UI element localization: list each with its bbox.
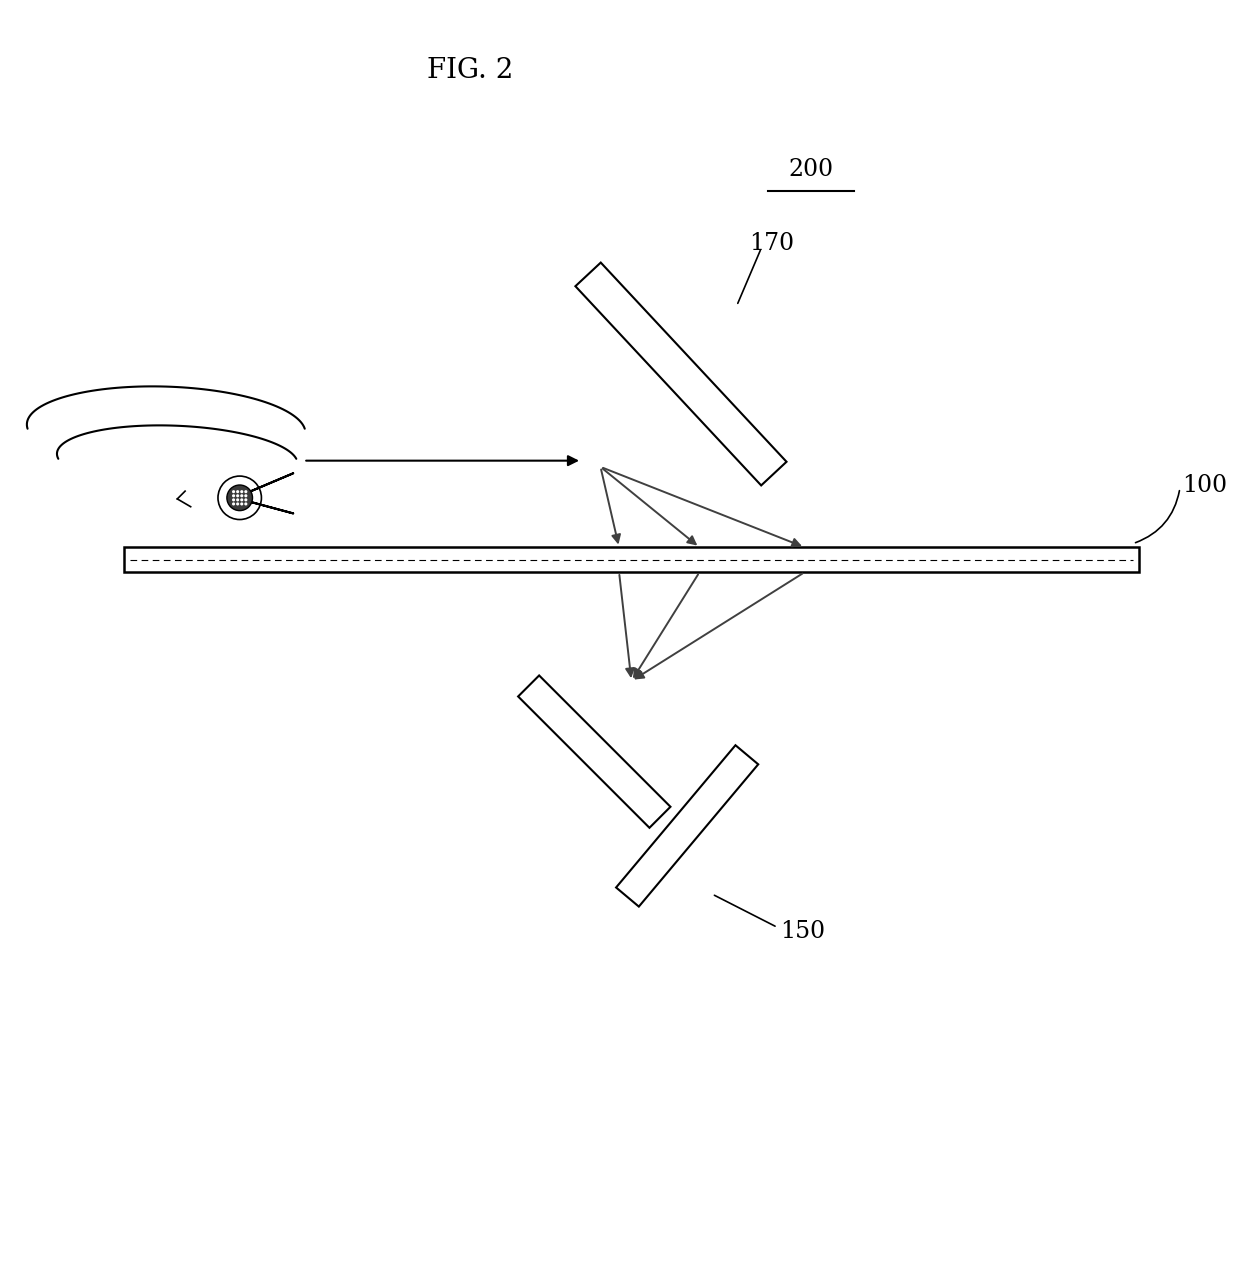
- Circle shape: [241, 498, 243, 501]
- Circle shape: [244, 498, 248, 501]
- Text: FIG. 2: FIG. 2: [428, 57, 513, 84]
- Circle shape: [244, 491, 248, 493]
- Polygon shape: [616, 746, 758, 907]
- Circle shape: [244, 502, 248, 506]
- Circle shape: [241, 502, 243, 506]
- Text: 150: 150: [780, 919, 825, 942]
- Polygon shape: [518, 676, 671, 828]
- FancyBboxPatch shape: [124, 548, 1140, 572]
- Circle shape: [241, 491, 243, 493]
- Circle shape: [241, 495, 243, 497]
- Circle shape: [244, 495, 248, 497]
- Circle shape: [236, 491, 239, 493]
- Circle shape: [236, 498, 239, 501]
- Circle shape: [232, 502, 236, 506]
- Circle shape: [232, 491, 236, 493]
- Text: 200: 200: [789, 158, 833, 181]
- Circle shape: [227, 484, 253, 511]
- Circle shape: [236, 502, 239, 506]
- Text: 170: 170: [749, 232, 794, 255]
- Polygon shape: [575, 262, 786, 486]
- Circle shape: [236, 495, 239, 497]
- Circle shape: [232, 495, 236, 497]
- Text: 100: 100: [1183, 474, 1228, 497]
- Circle shape: [232, 498, 236, 501]
